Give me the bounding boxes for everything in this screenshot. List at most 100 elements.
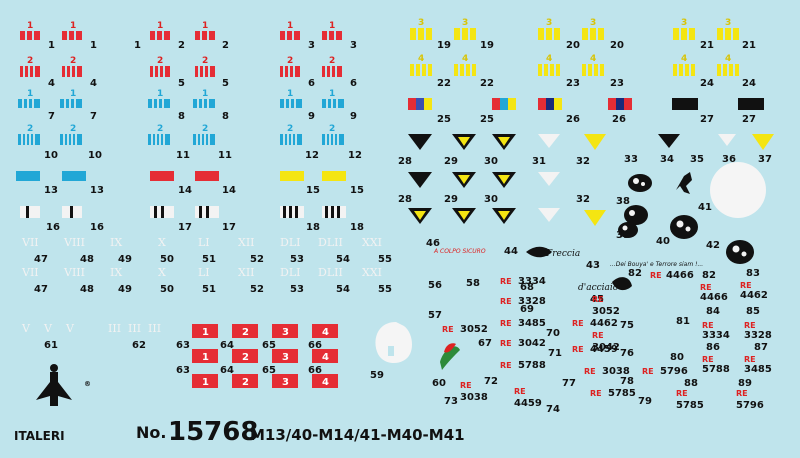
svg-text:82: 82 xyxy=(702,270,716,281)
black-white-stripe-markings xyxy=(20,206,346,218)
svg-text:2: 2 xyxy=(329,124,335,134)
decal-number-labels: 1 1 1 2 2 3 3 4 4 5 5 6 6 7 7 8 8 9 9 10… xyxy=(34,40,772,415)
svg-text:2: 2 xyxy=(157,56,163,66)
svg-text:RE: RE xyxy=(572,345,584,354)
arrow-emblem-icon xyxy=(526,246,552,258)
svg-text:10: 10 xyxy=(88,150,102,161)
svg-text:25: 25 xyxy=(437,114,451,125)
svg-text:49: 49 xyxy=(118,284,132,295)
svg-text:1: 1 xyxy=(27,89,33,99)
svg-text:13: 13 xyxy=(90,185,104,196)
red-plate-digits: 1 2 3 4 1 2 3 4 1 2 3 4 xyxy=(202,327,329,388)
svg-text:63: 63 xyxy=(176,365,190,376)
svg-text:9: 9 xyxy=(350,111,357,122)
svg-text:58: 58 xyxy=(466,278,480,289)
svg-text:14: 14 xyxy=(178,185,192,196)
svg-text:4462: 4462 xyxy=(740,290,768,301)
svg-text:65: 65 xyxy=(262,365,276,376)
svg-text:25: 25 xyxy=(480,114,494,125)
svg-text:17: 17 xyxy=(222,222,236,233)
svg-text:2: 2 xyxy=(27,124,33,134)
svg-text:59: 59 xyxy=(370,370,384,381)
svg-text:DLI: DLI xyxy=(280,236,300,249)
svg-text:3: 3 xyxy=(590,18,596,28)
svg-text:1: 1 xyxy=(202,377,209,388)
yellow-stripe-markings xyxy=(410,28,739,76)
svg-text:...Dei Bouya' e Terrore siam !: ...Dei Bouya' e Terrore siam !... xyxy=(610,261,703,268)
running-figure-icon xyxy=(676,172,692,194)
svg-text:71: 71 xyxy=(548,348,562,359)
svg-text:3052: 3052 xyxy=(592,306,620,317)
svg-text:1: 1 xyxy=(90,40,97,51)
svg-text:DLI: DLI xyxy=(280,266,300,279)
svg-text:75: 75 xyxy=(620,320,634,331)
svg-text:80: 80 xyxy=(670,352,684,363)
svg-text:2: 2 xyxy=(222,40,229,51)
svg-text:3485: 3485 xyxy=(518,318,546,329)
svg-text:1: 1 xyxy=(70,89,76,99)
svg-text:52: 52 xyxy=(250,254,264,265)
svg-text:5796: 5796 xyxy=(736,400,764,411)
svg-text:RE: RE xyxy=(500,361,512,370)
svg-text:23: 23 xyxy=(610,78,624,89)
svg-text:36: 36 xyxy=(722,154,736,165)
svg-text:3: 3 xyxy=(350,40,357,51)
svg-text:20: 20 xyxy=(566,40,580,51)
svg-text:1: 1 xyxy=(202,327,209,338)
svg-text:RE: RE xyxy=(702,321,714,330)
svg-text:V: V xyxy=(65,322,75,335)
svg-text:V: V xyxy=(43,322,53,335)
svg-text:1: 1 xyxy=(157,89,163,99)
svg-text:2: 2 xyxy=(157,124,163,134)
sheet-title: No. 15768 M13/40-M14/41-M40-M41 ITALERI … xyxy=(14,380,465,447)
svg-text:1: 1 xyxy=(202,352,209,363)
red-stripe-digits: 1 1 1 1 1 1 2 2 2 2 2 2 xyxy=(27,21,335,66)
svg-text:RE: RE xyxy=(572,319,584,328)
svg-text:LI: LI xyxy=(198,236,210,249)
svg-text:RE: RE xyxy=(460,381,472,390)
svg-text:4: 4 xyxy=(90,78,97,89)
svg-text:45: 45 xyxy=(590,294,604,305)
svg-text:47: 47 xyxy=(34,254,48,265)
svg-text:VIII: VIII xyxy=(63,236,85,249)
svg-text:83: 83 xyxy=(746,268,760,279)
svg-text:24: 24 xyxy=(742,78,756,89)
svg-text:III: III xyxy=(148,322,161,335)
feather-emblem-icon xyxy=(440,343,460,370)
svg-text:4459: 4459 xyxy=(514,398,542,409)
svg-text:13: 13 xyxy=(44,185,58,196)
svg-text:RE: RE xyxy=(442,325,454,334)
wolf-emblem-icon xyxy=(670,215,698,239)
svg-text:85: 85 xyxy=(746,306,760,317)
svg-text:XXI: XXI xyxy=(362,266,382,279)
svg-text:26: 26 xyxy=(612,114,626,125)
svg-text:12: 12 xyxy=(348,150,362,161)
svg-text:52: 52 xyxy=(250,284,264,295)
svg-text:3042: 3042 xyxy=(592,342,620,353)
svg-text:24: 24 xyxy=(700,78,714,89)
svg-text:66: 66 xyxy=(308,365,322,376)
svg-text:RE: RE xyxy=(500,297,512,306)
svg-text:26: 26 xyxy=(566,114,580,125)
svg-text:22: 22 xyxy=(437,78,451,89)
red-stripe-markings xyxy=(20,31,342,77)
svg-text:69: 69 xyxy=(520,304,534,315)
svg-text:4: 4 xyxy=(725,54,731,64)
svg-text:77: 77 xyxy=(562,378,576,389)
svg-text:60: 60 xyxy=(432,378,446,389)
svg-text:42: 42 xyxy=(706,240,720,251)
svg-text:2: 2 xyxy=(178,40,185,51)
svg-text:39: 39 xyxy=(616,230,630,241)
svg-text:74: 74 xyxy=(546,404,560,415)
italeri-logo xyxy=(36,364,72,414)
svg-text:7: 7 xyxy=(48,111,55,122)
svg-text:72: 72 xyxy=(484,376,498,387)
svg-text:81: 81 xyxy=(676,316,690,327)
svg-text:11: 11 xyxy=(218,150,232,161)
svg-text:19: 19 xyxy=(480,40,494,51)
svg-text:2: 2 xyxy=(329,56,335,66)
svg-text:III: III xyxy=(108,322,121,335)
svg-text:10: 10 xyxy=(44,150,58,161)
svg-text:4: 4 xyxy=(590,54,596,64)
